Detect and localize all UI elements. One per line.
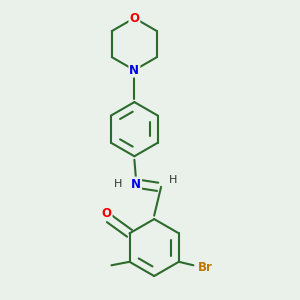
Text: Br: Br bbox=[197, 260, 212, 274]
Text: N: N bbox=[129, 64, 140, 76]
Text: H: H bbox=[114, 179, 122, 189]
Text: O: O bbox=[102, 207, 112, 220]
Text: H: H bbox=[169, 175, 178, 185]
Text: N: N bbox=[131, 178, 141, 190]
Text: O: O bbox=[129, 12, 140, 25]
